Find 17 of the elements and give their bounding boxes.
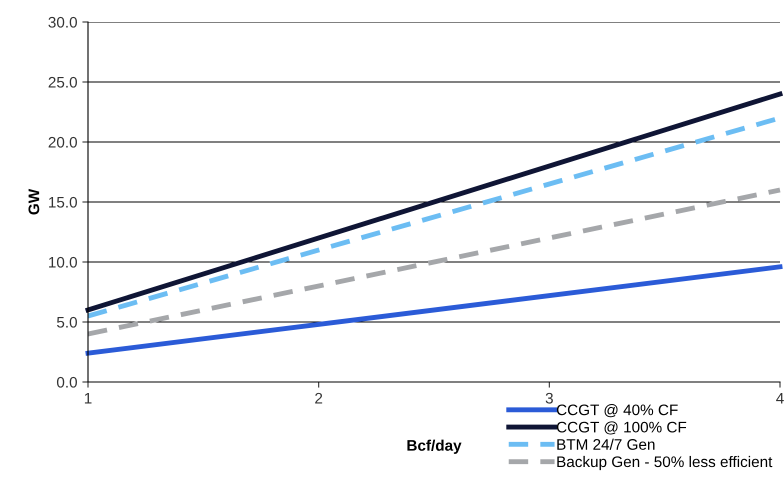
y-tick-label: 30.0 <box>48 16 77 28</box>
legend-label: BTM 24/7 Gen <box>557 438 654 450</box>
y-axis-title: GW <box>28 188 40 215</box>
legend-label: CCGT @ 40% CF <box>556 404 678 418</box>
x-tick-label: 2 <box>315 392 322 404</box>
y-tick-label: 10.0 <box>49 256 77 268</box>
y-tick-label: 15.0 <box>49 196 77 208</box>
y-tick-label: 0.0 <box>56 376 77 388</box>
y-tick-label: 20.0 <box>48 136 77 148</box>
y-tick-label: 25.0 <box>48 76 77 88</box>
x-axis-title: Bcf/day <box>407 440 462 454</box>
y-tick-label: 5.0 <box>56 316 77 328</box>
legend-label: CCGT @ 100% CF <box>556 421 686 435</box>
x-tick-label: 4 <box>776 392 784 404</box>
x-tick-label: 1 <box>84 392 92 404</box>
x-tick-label: 3 <box>546 392 553 404</box>
legend-label: Backup Gen - 50% less efficient <box>557 456 772 470</box>
